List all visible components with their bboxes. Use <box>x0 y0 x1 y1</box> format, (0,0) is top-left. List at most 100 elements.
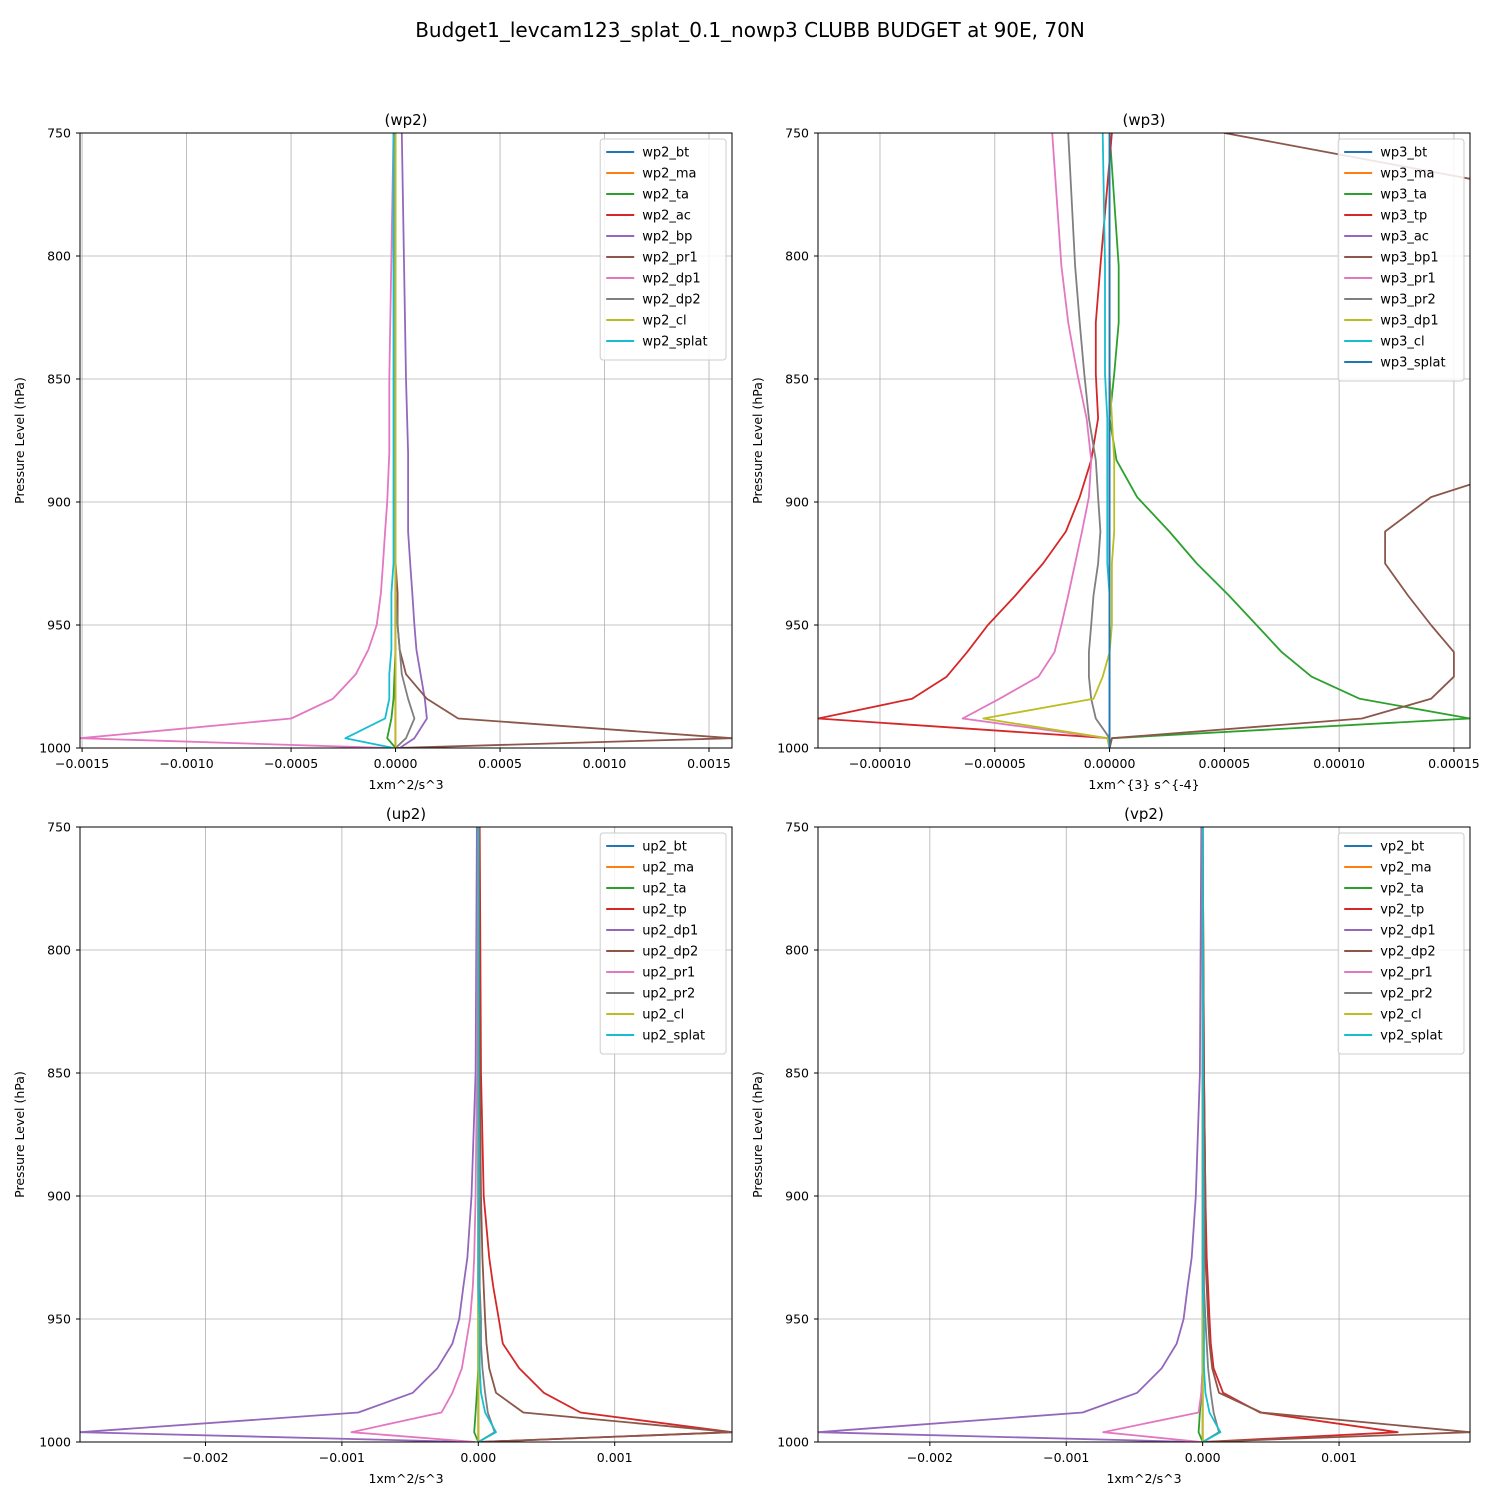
legend-label-wp3_ta: wp3_ta <box>1380 188 1427 203</box>
legend-label-vp2_cl: vp2_cl <box>1380 1008 1421 1023</box>
legend-label-wp3_bt: wp3_bt <box>1380 146 1427 161</box>
series-line-vp2_dp2 <box>1201 827 1470 1442</box>
legend-label-vp2_dp1: vp2_dp1 <box>1380 924 1436 939</box>
x-tick-label: 0.000 <box>1185 1450 1221 1465</box>
y-tick-label: 800 <box>785 943 809 958</box>
y-tick-label: 800 <box>785 249 809 264</box>
legend-label-wp3_cl: wp3_cl <box>1380 335 1424 350</box>
series-line-up2_tp <box>478 827 732 1442</box>
y-axis-label: Pressure Level (hPa) <box>750 377 765 504</box>
legend-label-vp2_ma: vp2_ma <box>1380 861 1431 876</box>
series-line-wp2_splat <box>344 133 395 748</box>
legend-label-wp2_ma: wp2_ma <box>642 167 696 182</box>
legend-label-wp2_pr1: wp2_pr1 <box>642 251 698 266</box>
legend-label-vp2_tp: vp2_tp <box>1380 903 1424 918</box>
y-tick-label: 950 <box>47 1312 71 1327</box>
legend-label-up2_splat: up2_splat <box>642 1029 705 1044</box>
y-tick-label: 950 <box>785 618 809 633</box>
x-tick-label: −0.002 <box>907 1450 953 1465</box>
legend-label-wp2_dp1: wp2_dp1 <box>642 272 700 287</box>
y-tick-label: 750 <box>47 126 71 141</box>
y-axis-label: Pressure Level (hPa) <box>12 377 27 504</box>
legend-label-up2_cl: up2_cl <box>642 1008 684 1023</box>
y-tick-label: 850 <box>785 1066 809 1081</box>
legend-label-up2_ma: up2_ma <box>642 861 694 876</box>
series-line-up2_dp1 <box>80 827 478 1442</box>
x-tick-label: 0.0015 <box>687 756 731 771</box>
x-tick-label: 0.001 <box>597 1450 633 1465</box>
x-tick-label: −0.002 <box>182 1450 228 1465</box>
y-axis-label: Pressure Level (hPa) <box>12 1071 27 1198</box>
y-tick-label: 850 <box>785 372 809 387</box>
legend-label-vp2_ta: vp2_ta <box>1380 882 1424 897</box>
x-tick-label: 0.0000 <box>374 756 418 771</box>
series-line-wp3_pr2 <box>1067 133 1111 748</box>
legend-label-vp2_dp2: vp2_dp2 <box>1380 945 1436 960</box>
legend-label-wp2_ac: wp2_ac <box>642 209 691 224</box>
y-tick-label: 900 <box>785 1189 809 1204</box>
y-tick-label: 900 <box>785 495 809 510</box>
legend-label-wp2_ta: wp2_ta <box>642 188 689 203</box>
x-tick-label: −0.0010 <box>159 756 213 771</box>
y-tick-label: 750 <box>47 820 71 835</box>
series-lines <box>80 827 732 1442</box>
series-line-wp3_bp1 <box>1108 133 1470 748</box>
legend-label-wp3_dp1: wp3_dp1 <box>1380 314 1438 329</box>
series-line-wp2_dp2 <box>394 133 416 748</box>
series-lines <box>818 133 1470 748</box>
legend-label-wp2_splat: wp2_splat <box>642 335 707 350</box>
chart-panel-vp2: −0.002 −0.001 0.000 0.001 750 800 850 900 950 100… <box>750 805 1471 1486</box>
plot-frame <box>79 826 733 1443</box>
x-tick-label: 0.00000 <box>1084 756 1136 771</box>
series-line-up2_pr2 <box>477 827 496 1442</box>
y-tick-label: 750 <box>785 126 809 141</box>
legend-label-vp2_bt: vp2_bt <box>1380 840 1424 855</box>
series-line-wp2_bp <box>399 133 428 748</box>
y-tick-label: 1000 <box>39 1435 71 1450</box>
x-tick-label: −0.0015 <box>55 756 109 771</box>
y-tick-label: 1000 <box>777 741 809 756</box>
chart-title: (vp2) <box>1124 805 1164 823</box>
legend: vp2_bt vp2_ma vp2_ta vp2_tp vp2_dp1 vp2_dp2vp… <box>1337 832 1465 1055</box>
legend-label-up2_ta: up2_ta <box>642 882 686 897</box>
x-tick-label: 0.00015 <box>1428 756 1480 771</box>
chart-title: (wp2) <box>384 111 427 129</box>
legend-label-wp3_splat: wp3_splat <box>1380 356 1445 371</box>
x-axis-label: 1xm^{3} s^{-4} <box>1088 777 1199 792</box>
x-axis-label: 1xm^2/s^3 <box>1106 1471 1181 1486</box>
legend-label-up2_bt: up2_bt <box>642 840 687 855</box>
plot-frame <box>817 132 1471 749</box>
legend-label-wp3_bp1: wp3_bp1 <box>1380 251 1438 266</box>
series-line-vp2_pr1 <box>1102 827 1204 1442</box>
y-tick-label: 850 <box>47 372 71 387</box>
x-tick-label: 0.001 <box>1321 1450 1357 1465</box>
legend-label-up2_tp: up2_tp <box>642 903 687 918</box>
grid <box>818 132 1470 749</box>
x-tick-label: −0.0005 <box>264 756 318 771</box>
legend: wp2_bt wp2_ma wp2_ta wp2_ac wp2_bp wp2_pr1 wp2… <box>599 138 727 361</box>
x-tick-label: −0.001 <box>1043 1450 1089 1465</box>
x-tick-label: 0.0010 <box>583 756 627 771</box>
series-line-wp2_dp1 <box>80 133 395 748</box>
legend-label-wp3_pr1: wp3_pr1 <box>1380 272 1436 287</box>
x-axis-label: 1xm^2/s^3 <box>368 1471 443 1486</box>
plot-frame <box>817 826 1471 1443</box>
y-tick-label: 800 <box>47 249 71 264</box>
series-lines <box>80 133 732 748</box>
legend-label-up2_pr2: up2_pr2 <box>642 987 695 1002</box>
legend-label-wp3_ma: wp3_ma <box>1380 167 1434 182</box>
y-tick-label: 950 <box>47 618 71 633</box>
series-lines <box>818 827 1470 1442</box>
y-tick-label: 800 <box>47 943 71 958</box>
series-line-up2_pr1 <box>350 827 480 1442</box>
y-tick-label: 1000 <box>39 741 71 756</box>
x-tick-label: −0.00005 <box>964 756 1026 771</box>
y-tick-label: 1000 <box>777 1435 809 1450</box>
x-tick-label: 0.00005 <box>1199 756 1251 771</box>
panels: −0.0015 −0.0010 −0.0005 0.0000 0.0005 0.0010 0… <box>12 111 1480 1486</box>
series-line-up2_splat <box>477 827 497 1442</box>
legend-label-vp2_pr1: vp2_pr1 <box>1380 966 1433 981</box>
figure-title: Budget1_levcam123_splat_0.1_nowp3 CLUBB … <box>415 18 1085 42</box>
chart-panel-wp2: −0.0015 −0.0010 −0.0005 0.0000 0.0005 0.0010 0… <box>12 111 733 792</box>
